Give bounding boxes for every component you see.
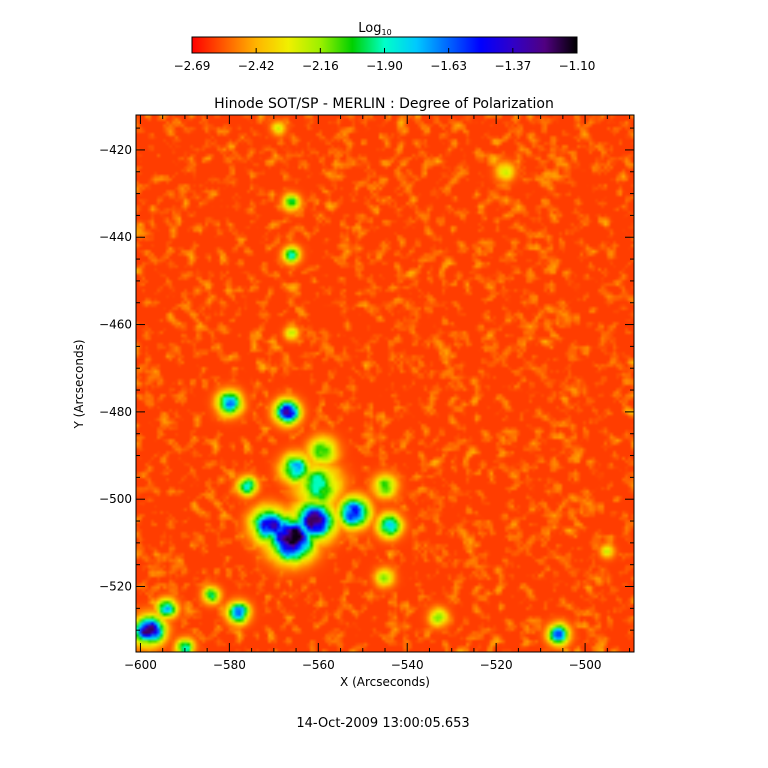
y-axis-label: Y (Arcseconds) <box>72 339 86 429</box>
x-tick-label: −580 <box>213 658 246 672</box>
y-tick-label: −520 <box>99 580 132 594</box>
observation-timestamp: 14-Oct-2009 13:00:05.653 <box>296 716 469 731</box>
x-tick-label: −520 <box>480 658 513 672</box>
chart-title: Hinode SOT/SP - MERLIN : Degree of Polar… <box>214 96 554 112</box>
colorbar-gradient <box>192 37 577 53</box>
colorbar-tick-label: −2.16 <box>302 59 339 73</box>
colorbar-tick-label: −1.37 <box>494 59 531 73</box>
y-tick-label: −420 <box>99 143 132 157</box>
colorbar-title-base: Log <box>358 21 381 36</box>
y-tick-label: −500 <box>99 492 132 506</box>
colorbar-title-subscript: 10 <box>382 28 392 37</box>
colorbar-tick-label: −1.63 <box>430 59 467 73</box>
axis-ticks: −600 −580 −560 −540 −520 −500 −420 −440 −460 −480… <box>99 115 634 672</box>
colorbar-tick-label: −2.69 <box>174 59 211 73</box>
x-tick-label: −560 <box>302 658 335 672</box>
y-tick-label: −480 <box>99 405 132 419</box>
colorbar-tick-label: −1.10 <box>559 59 596 73</box>
plot-area: −600 −580 −560 −540 −520 −500 −420 −440 −460 −480… <box>99 114 635 672</box>
colorbar-ticks: −2.69 −2.42 −2.16 −1.90 −1.63 −1.37 −1.10 <box>174 48 596 73</box>
colorbar-tick-label: −2.42 <box>238 59 275 73</box>
x-tick-label: −600 <box>124 658 157 672</box>
polarization-heatmap <box>136 115 634 652</box>
colorbar: Log10 −2.69 −2.42 −2.16 −1.90 −1.63 −1.37 −1.1… <box>174 21 596 73</box>
colorbar-tick-label: −1.90 <box>366 59 403 73</box>
x-axis-label: X (Arcseconds) <box>340 675 430 689</box>
x-tick-label: −540 <box>391 658 424 672</box>
colorbar-title: Log10 <box>358 21 391 37</box>
y-tick-label: −440 <box>99 230 132 244</box>
x-tick-label: −500 <box>569 658 602 672</box>
y-tick-label: −460 <box>99 318 132 332</box>
